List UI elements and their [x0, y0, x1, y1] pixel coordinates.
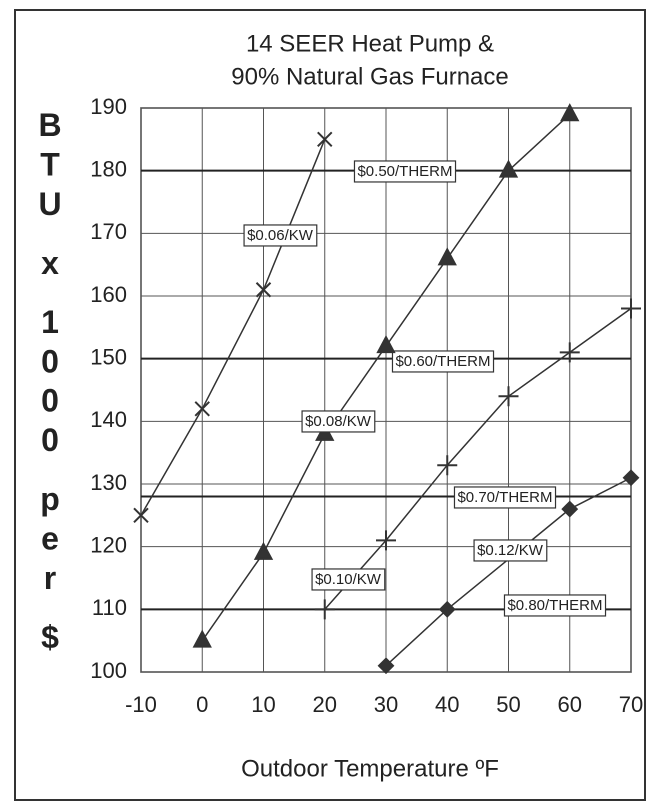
y-tick-label: 100 [90, 658, 127, 683]
reference-label-box: $0.70/THERM [453, 486, 557, 509]
x-tick-label: 0 [196, 692, 208, 717]
series-label-box: $0.12/KW [473, 539, 548, 562]
series-label: $0.10/KW [315, 571, 382, 588]
series-label-box: $0.10/KW [311, 568, 386, 591]
reference-label: $0.80/THERM [507, 597, 602, 614]
frame [14, 9, 646, 801]
reference-label-bg [353, 160, 457, 183]
y-tick-label: 130 [90, 470, 127, 495]
series-line [324, 307, 632, 610]
x-tick-label: 40 [435, 692, 459, 717]
chart-title: 90% Natural Gas Furnace [231, 63, 508, 90]
marker [314, 599, 335, 620]
marker [561, 500, 579, 518]
x-tick-label: 20 [313, 692, 337, 717]
reference-label-bg [453, 486, 557, 509]
marker [133, 507, 149, 524]
marker [437, 455, 458, 476]
y-tick-label: 120 [90, 532, 127, 557]
marker [377, 657, 395, 675]
y-tick-label: 150 [90, 344, 127, 369]
series-label-bg [301, 410, 376, 433]
x-axis-label: Outdoor Temperature ºF [241, 755, 499, 782]
series-label-bg [473, 539, 548, 562]
x-tick-label: 30 [374, 692, 398, 717]
series-label: $0.06/KW [247, 227, 314, 244]
x-tick-label: 70 [619, 692, 643, 717]
marker [559, 342, 580, 363]
marker [438, 600, 456, 618]
marker [498, 386, 519, 407]
reference-label-box: $0.60/THERM [391, 350, 495, 373]
reference-label: $0.50/THERM [357, 163, 452, 180]
y-tick-label: 110 [92, 595, 127, 620]
marker [621, 298, 641, 319]
marker [622, 469, 640, 487]
marker [376, 335, 396, 354]
x-tick-label: -10 [125, 692, 157, 717]
y-tick-label: 190 [90, 94, 127, 119]
marker [376, 530, 396, 551]
y-tick-label: 140 [90, 407, 127, 432]
marker [437, 247, 457, 266]
reference-label-box: $0.80/THERM [503, 594, 607, 617]
series-label-box: $0.06/KW [243, 224, 318, 247]
marker [194, 401, 210, 417]
x-tick-label: 10 [251, 692, 275, 717]
marker [253, 541, 274, 560]
y-tick-label: 170 [90, 219, 127, 244]
marker [192, 629, 212, 648]
y-tick-label: 160 [90, 282, 127, 307]
reference-label-bg [503, 594, 607, 617]
marker [317, 131, 333, 148]
reference-label-bg [391, 350, 495, 373]
series-label-bg [243, 224, 318, 247]
y-tick-label: 180 [90, 156, 127, 181]
marker [560, 103, 580, 122]
marker [498, 159, 519, 178]
reference-label: $0.60/THERM [395, 353, 490, 370]
series-label: $0.12/KW [477, 542, 544, 559]
reference-label: $0.70/THERM [457, 489, 552, 506]
series-label-bg [311, 568, 386, 591]
reference-label-box: $0.50/THERM [353, 160, 457, 183]
x-tick-label: 50 [496, 692, 520, 717]
series-label: $0.08/KW [305, 413, 372, 430]
series-label-box: $0.08/KW [301, 410, 376, 433]
x-tick-label: 60 [558, 692, 582, 717]
marker [255, 282, 272, 298]
series-line [140, 139, 326, 516]
chart-title: 14 SEER Heat Pump & [246, 30, 494, 57]
